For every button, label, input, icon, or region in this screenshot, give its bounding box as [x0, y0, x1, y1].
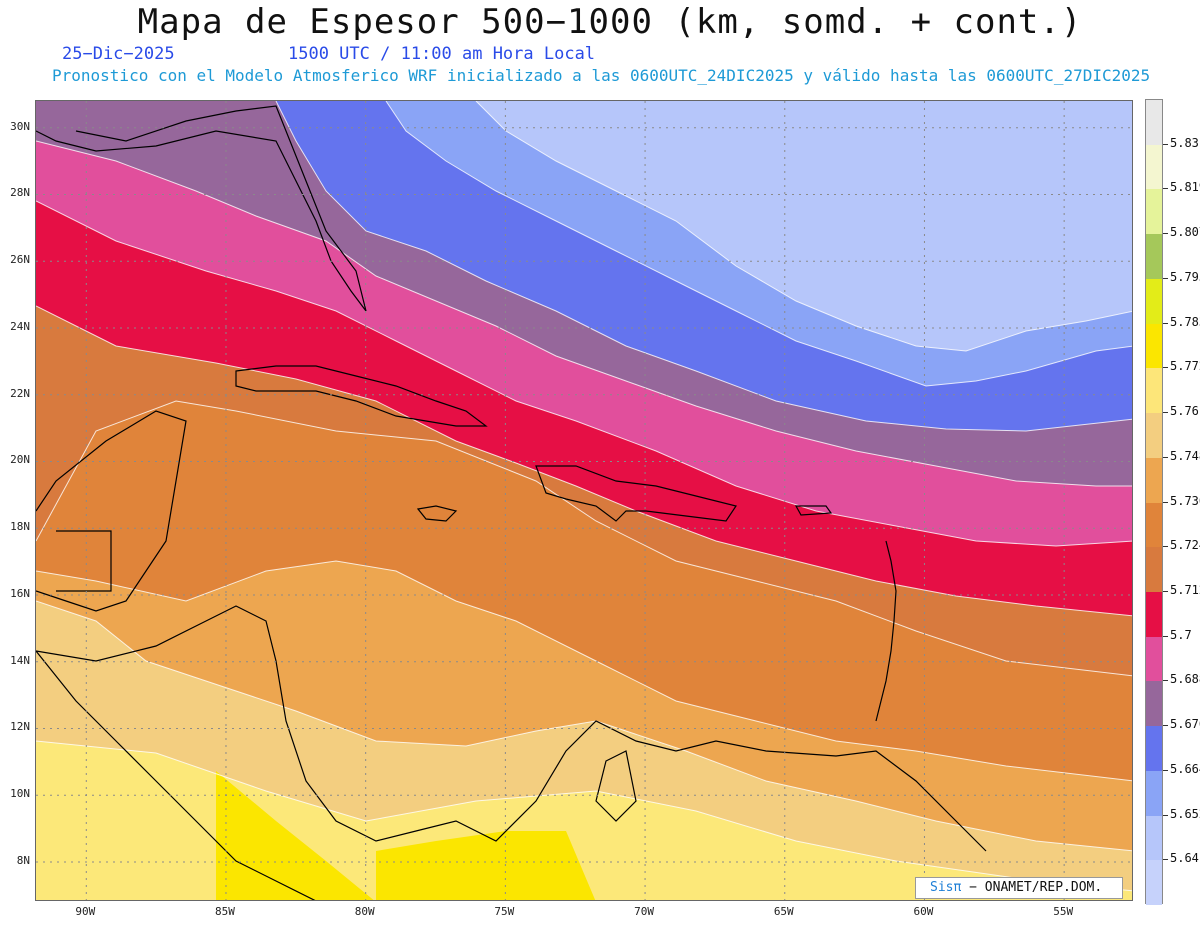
- band-5-772: [216, 771, 596, 900]
- colorbar-label: 5.736: [1170, 493, 1200, 508]
- colorbar-segment: [1146, 636, 1162, 682]
- lon-label: 80W: [354, 905, 375, 918]
- lat-label: 30N: [10, 119, 30, 133]
- model-subtitle: Pronostico con el Modelo Atmosferico WRF…: [52, 66, 1151, 85]
- colorbar-label: 5.807: [1170, 225, 1200, 240]
- colorbar-segment: [1146, 368, 1162, 414]
- lat-label: 20N: [10, 453, 30, 467]
- colorbar-label: 5.831: [1170, 135, 1200, 150]
- band-5-64: [476, 101, 1132, 351]
- map-title: Mapa de Espesor 500−1000 (km, somd. + co…: [137, 2, 1083, 42]
- map-canvas: [36, 101, 1132, 900]
- colorbar-segment: [1146, 681, 1162, 727]
- lat-label: 16N: [10, 586, 30, 600]
- colorbar-label: 5.712: [1170, 582, 1200, 597]
- colorbar-tick: [1163, 590, 1168, 592]
- colorbar-label: 5.64: [1170, 851, 1199, 866]
- coastlines: [36, 105, 987, 900]
- colorbar-tick: [1163, 367, 1168, 369]
- colorbar-label: 5.676: [1170, 717, 1200, 732]
- central-america-coast: [36, 605, 987, 852]
- lat-lon-grid: [36, 101, 1132, 900]
- lesser-antilles: [875, 540, 897, 722]
- colorbar-segment: [1146, 547, 1162, 593]
- puerto-rico-coast: [794, 505, 833, 516]
- colorbar-tick: [1163, 769, 1168, 771]
- colorbar-label: 5.7: [1170, 627, 1192, 642]
- colorbar-tick: [1163, 501, 1168, 503]
- lat-label: 24N: [10, 319, 30, 333]
- colorbar-segment: [1146, 100, 1162, 146]
- colorbar-tick: [1163, 188, 1168, 190]
- pacific-coast: [36, 650, 316, 900]
- forecast-time: 1500 UTC / 11:00 am Hora Local: [288, 44, 596, 64]
- lat-label: 8N: [16, 853, 30, 867]
- sispi-logo: Sisπ: [930, 880, 962, 895]
- colorbar-tick: [1163, 412, 1168, 414]
- colorbar-tick: [1163, 322, 1168, 324]
- lon-label: 55W: [1053, 905, 1074, 918]
- colorbar-label: 5.652: [1170, 806, 1200, 821]
- lon-label: 90W: [75, 905, 96, 918]
- contour-lines: [36, 101, 1132, 892]
- colorbar-segment: [1146, 278, 1162, 325]
- colorbar-segment: [1146, 323, 1162, 369]
- colorbar: [1145, 99, 1163, 906]
- credit-box: Sisπ − ONAMET/REP.DOM.: [915, 877, 1123, 899]
- colorbar-segment: [1146, 726, 1162, 772]
- colorbar-label: 5.76: [1170, 404, 1199, 419]
- colorbar-tick: [1163, 233, 1168, 235]
- mexico-border: [56, 530, 112, 592]
- lat-label: 26N: [10, 253, 30, 267]
- colorbar-label: 5.819: [1170, 180, 1200, 195]
- lon-label: 75W: [494, 905, 515, 918]
- colorbar-label: 5.724: [1170, 538, 1200, 553]
- lat-label: 12N: [10, 720, 30, 734]
- thickness-map: [35, 100, 1133, 901]
- jamaica-coast: [416, 505, 458, 522]
- colorbar-label: 5.748: [1170, 448, 1200, 463]
- lat-label: 10N: [10, 787, 30, 801]
- colorbar-tick: [1163, 680, 1168, 682]
- yucatan-coast: [36, 410, 187, 612]
- colorbar-segment: [1146, 413, 1162, 459]
- forecast-date: 25−Dic−2025: [62, 44, 175, 64]
- colorbar-segment: [1146, 770, 1162, 817]
- lat-label: 18N: [10, 520, 30, 534]
- colorbar-segment: [1146, 591, 1162, 638]
- lat-label: 22N: [10, 386, 30, 400]
- colorbar-tick: [1163, 859, 1168, 861]
- colorbar-tick: [1163, 277, 1168, 279]
- colorbar-label: 5.772: [1170, 359, 1200, 374]
- hispaniola-coast: [535, 465, 737, 522]
- lat-label: 14N: [10, 653, 30, 667]
- lat-label: 28N: [10, 186, 30, 200]
- florida-coast: [36, 105, 367, 312]
- colorbar-tick: [1163, 143, 1168, 145]
- colorbar-label: 5.664: [1170, 761, 1200, 776]
- cuba-coast: [235, 365, 488, 427]
- colorbar-tick: [1163, 546, 1168, 548]
- lon-label: 70W: [634, 905, 654, 918]
- colorbar-segment: [1146, 144, 1162, 190]
- colorbar-label: 5.795: [1170, 269, 1200, 284]
- colorbar-segment: [1146, 234, 1162, 280]
- colorbar-label: 5.783: [1170, 314, 1200, 329]
- colorbar-tick: [1163, 725, 1168, 727]
- colorbar-segment: [1146, 457, 1162, 503]
- colorbar-segment: [1146, 502, 1162, 548]
- lon-label: 85W: [215, 905, 235, 918]
- colorbar-segment: [1146, 189, 1162, 235]
- colorbar-segment: [1146, 815, 1162, 861]
- lon-label: 65W: [773, 905, 794, 918]
- colorbar-label: 5.688: [1170, 672, 1200, 687]
- credit-text: − ONAMET/REP.DOM.: [969, 880, 1103, 895]
- lon-label: 60W: [913, 905, 934, 918]
- colorbar-tick: [1163, 814, 1168, 816]
- colorbar-segment: [1146, 860, 1162, 906]
- colorbar-tick: [1163, 456, 1168, 458]
- maracaibo-coast: [595, 750, 637, 822]
- colorbar-tick: [1163, 635, 1168, 637]
